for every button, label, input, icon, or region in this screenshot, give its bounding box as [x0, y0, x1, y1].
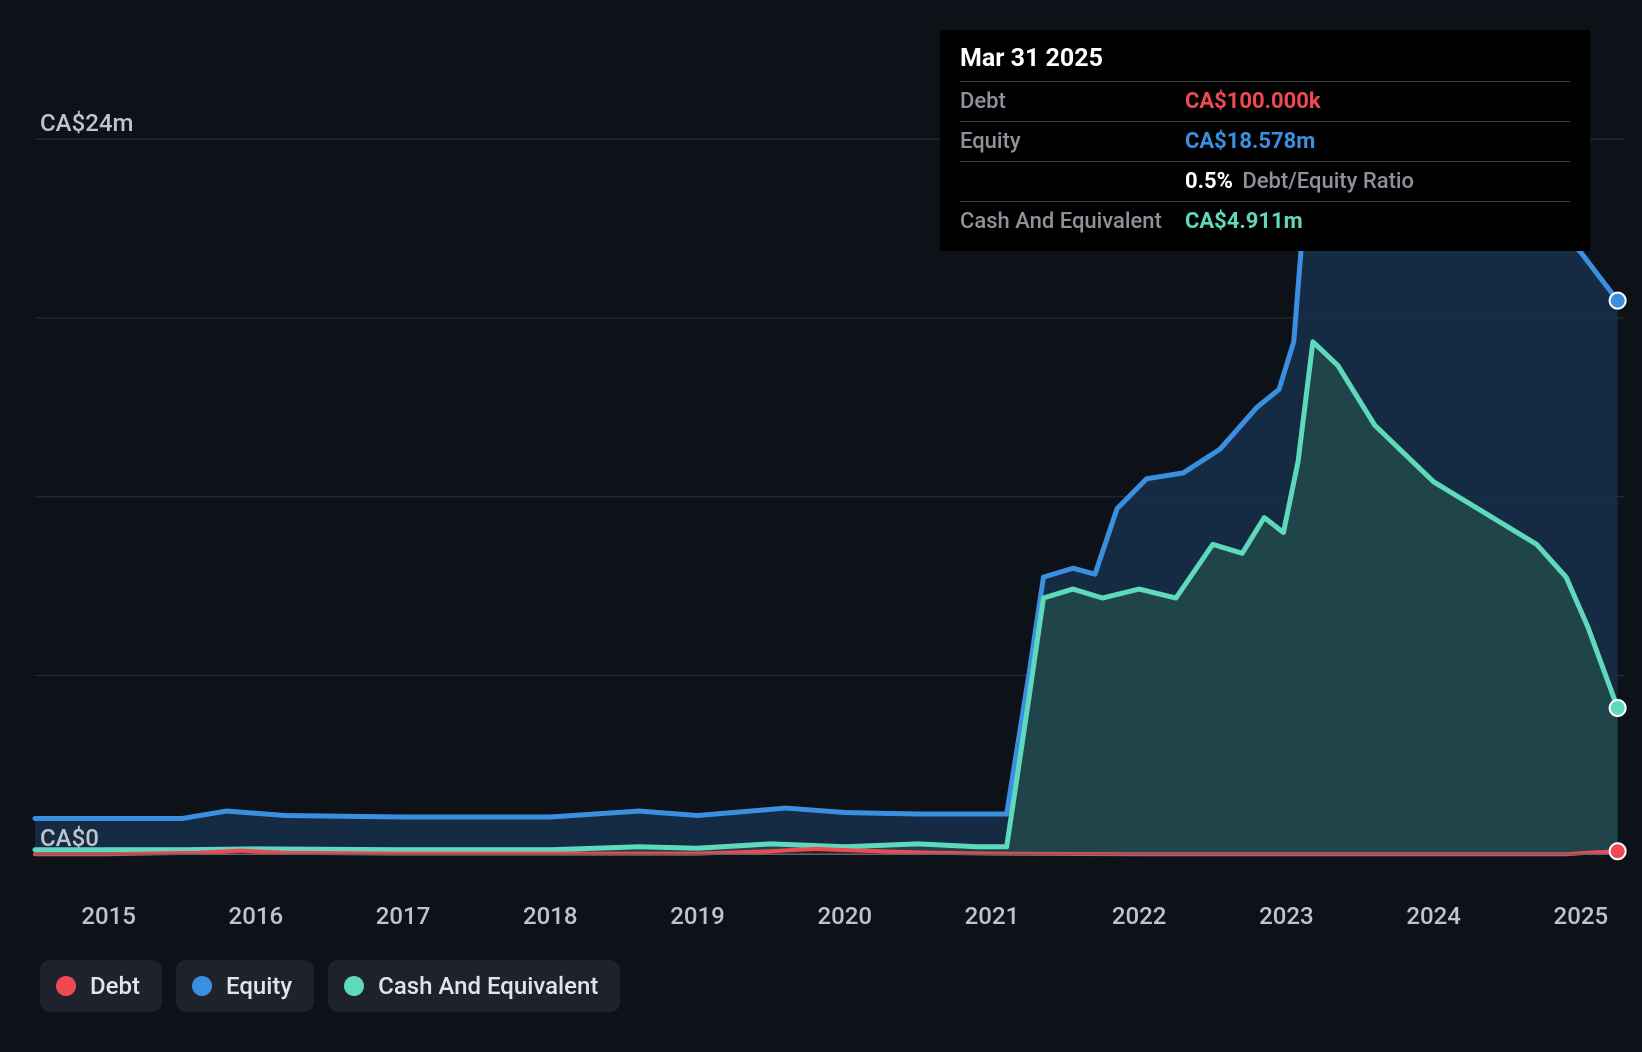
- legend-label: Cash And Equivalent: [378, 972, 598, 1000]
- tooltip-row-value: CA$18.578m: [1185, 129, 1315, 154]
- x-tick-label: 2015: [81, 902, 136, 930]
- tooltip-ratio: 0.5% Debt/Equity Ratio: [1185, 169, 1414, 194]
- chart-areas: [35, 157, 1618, 854]
- legend-label: Debt: [90, 972, 140, 1000]
- x-tick-label: 2017: [376, 902, 431, 930]
- tooltip-row-label: Cash And Equivalent: [960, 209, 1185, 234]
- x-tick-label: 2021: [965, 902, 1020, 930]
- tooltip-row: DebtCA$100.000k: [960, 81, 1570, 121]
- tooltip-row-label: Equity: [960, 129, 1185, 154]
- x-tick-label: 2022: [1112, 902, 1167, 930]
- financial-chart: CA$0 CA$24m 2015 2016 2017 2018 2019 2020 2021 2…: [0, 0, 1642, 1052]
- legend: Debt Equity Cash And Equivalent: [40, 960, 620, 1012]
- tooltip-row-label: Debt: [960, 89, 1185, 114]
- legend-label: Equity: [226, 972, 292, 1000]
- tooltip-row: EquityCA$18.578m: [960, 121, 1570, 161]
- debt-end-marker: [1610, 843, 1626, 859]
- legend-item-cash[interactable]: Cash And Equivalent: [328, 960, 620, 1012]
- y-tick-label: CA$0: [40, 824, 99, 852]
- debt-dot-icon: [56, 976, 76, 996]
- equity-end-marker: [1610, 293, 1626, 309]
- x-tick-label: 2024: [1406, 902, 1461, 930]
- tooltip-row: 0.5% Debt/Equity Ratio: [960, 161, 1570, 201]
- equity-dot-icon: [192, 976, 212, 996]
- y-tick-label: CA$24m: [40, 109, 133, 137]
- cash-dot-icon: [344, 976, 364, 996]
- x-tick-label: 2016: [229, 902, 284, 930]
- data-tooltip: Mar 31 2025 DebtCA$100.000kEquityCA$18.5…: [940, 30, 1590, 251]
- tooltip-row: Cash And EquivalentCA$4.911m: [960, 201, 1570, 241]
- tooltip-row-label: [960, 169, 1185, 194]
- tooltip-row-value: CA$100.000k: [1185, 89, 1321, 114]
- x-tick-label: 2023: [1259, 902, 1314, 930]
- x-tick-label: 2019: [670, 902, 725, 930]
- legend-item-equity[interactable]: Equity: [176, 960, 314, 1012]
- tooltip-title: Mar 31 2025: [960, 44, 1570, 73]
- x-tick-label: 2018: [523, 902, 578, 930]
- x-tick-label: 2020: [817, 902, 872, 930]
- x-tick-label: 2025: [1554, 902, 1609, 930]
- cash-end-marker: [1610, 700, 1626, 716]
- legend-item-debt[interactable]: Debt: [40, 960, 162, 1012]
- tooltip-row-value: CA$4.911m: [1185, 209, 1303, 234]
